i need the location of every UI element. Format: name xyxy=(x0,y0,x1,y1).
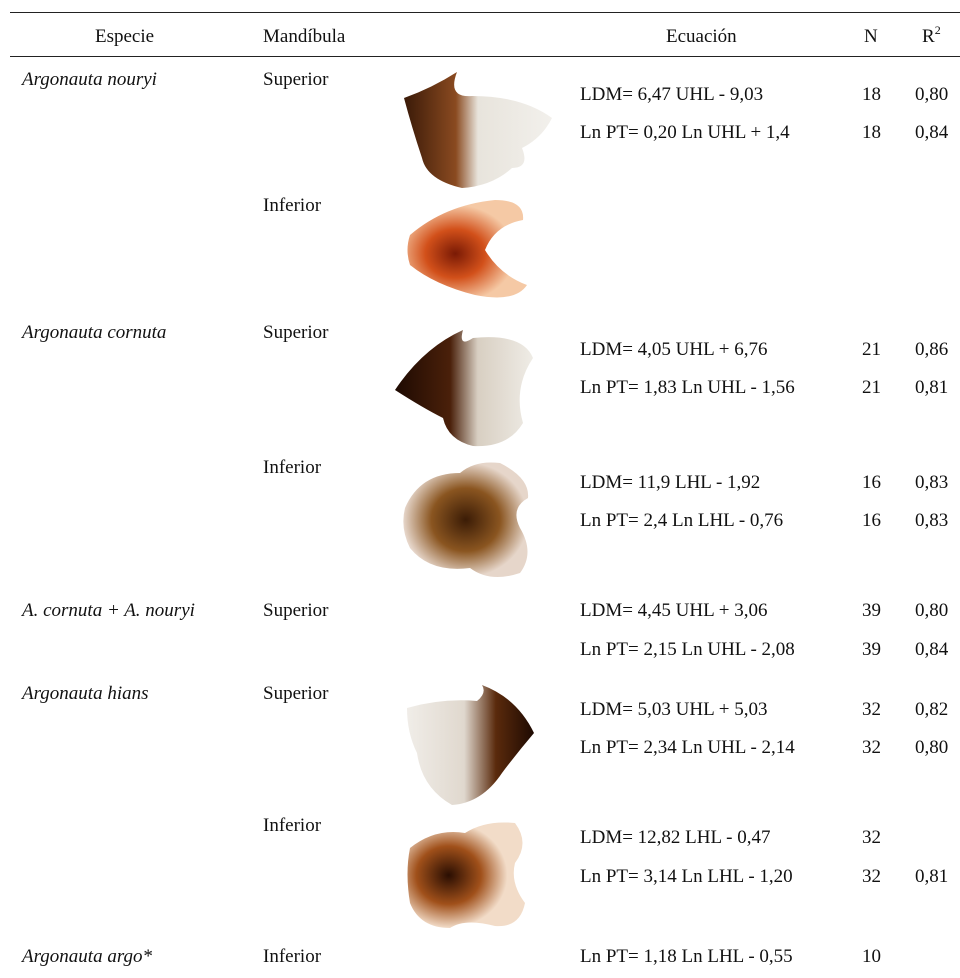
equation: Ln PT= 3,14 Ln LHL - 1,20 xyxy=(580,866,793,887)
species: Argonauta argo* xyxy=(22,946,153,967)
mandible: Superior xyxy=(263,683,329,704)
mandible: Superior xyxy=(263,322,329,343)
mandible: Inferior xyxy=(263,946,322,967)
species: Argonauta hians xyxy=(22,683,149,704)
n-value: 16 xyxy=(862,510,881,531)
equation: Ln PT= 1,18 Ln LHL - 0,55 xyxy=(580,946,793,967)
n-value: 32 xyxy=(862,737,881,758)
r2-base: R xyxy=(922,26,935,47)
equation: LDM= 4,05 UHL + 6,76 xyxy=(580,339,768,360)
header-species: Especie xyxy=(95,26,155,47)
mandible: Inferior xyxy=(263,457,322,478)
mandible: Superior xyxy=(263,69,329,90)
mandible: Inferior xyxy=(263,195,322,216)
header-mandible: Mandíbula xyxy=(263,26,346,47)
equation: LDM= 5,03 UHL + 5,03 xyxy=(580,699,768,720)
mandible: Inferior xyxy=(263,815,322,836)
r2-value: 0,83 xyxy=(915,472,949,493)
equation: Ln PT= 0,20 Ln UHL + 1,4 xyxy=(580,122,790,143)
n-value: 21 xyxy=(862,377,881,398)
equation: LDM= 6,47 UHL - 9,03 xyxy=(580,84,764,105)
mandible: Superior xyxy=(263,600,329,621)
equation: LDM= 11,9 LHL - 1,92 xyxy=(580,472,761,493)
r2-value: 0,84 xyxy=(915,639,949,660)
r2-value: 0,81 xyxy=(915,866,949,887)
r2-value: 0,86 xyxy=(915,339,949,360)
species: Argonauta cornuta xyxy=(22,322,167,343)
n-value: 16 xyxy=(862,472,881,493)
beak-image xyxy=(404,72,552,188)
n-value: 39 xyxy=(862,639,881,660)
r2-value: 0,84 xyxy=(915,122,949,143)
n-value: 39 xyxy=(862,600,881,621)
beak-image xyxy=(403,462,529,577)
header-r2: R2 xyxy=(922,23,941,49)
equation: Ln PT= 2,15 Ln UHL - 2,08 xyxy=(580,639,795,660)
n-value: 18 xyxy=(862,84,881,105)
beak-image xyxy=(407,200,527,298)
n-value: 32 xyxy=(862,866,881,887)
equation: Ln PT= 2,4 Ln LHL - 0,76 xyxy=(580,510,784,531)
equation: LDM= 4,45 UHL + 3,06 xyxy=(580,600,768,621)
r2-value: 0,80 xyxy=(915,600,949,621)
header-rule xyxy=(10,56,960,57)
n-value: 18 xyxy=(862,122,881,143)
species: A. cornuta + A. nouryi xyxy=(22,600,195,621)
beak-image xyxy=(407,822,525,928)
n-value: 32 xyxy=(862,827,881,848)
r2-value: 0,80 xyxy=(915,737,949,758)
r2-value: 0,83 xyxy=(915,510,949,531)
r2-value: 0,81 xyxy=(915,377,949,398)
beak-image xyxy=(407,685,534,805)
top-rule xyxy=(10,12,960,13)
r2-value: 0,80 xyxy=(915,84,949,105)
header-equation: Ecuación xyxy=(666,26,737,47)
equation: Ln PT= 1,83 Ln UHL - 1,56 xyxy=(580,377,795,398)
r2-value: 0,82 xyxy=(915,699,949,720)
n-value: 21 xyxy=(862,339,881,360)
equation: Ln PT= 2,34 Ln UHL - 2,14 xyxy=(580,737,795,758)
beak-image xyxy=(395,330,533,447)
n-value: 10 xyxy=(862,946,881,967)
n-value: 32 xyxy=(862,699,881,720)
species: Argonauta nouryi xyxy=(22,69,157,90)
equation: LDM= 12,82 LHL - 0,47 xyxy=(580,827,771,848)
header-n: N xyxy=(864,26,878,47)
r2-sup: 2 xyxy=(934,23,941,37)
